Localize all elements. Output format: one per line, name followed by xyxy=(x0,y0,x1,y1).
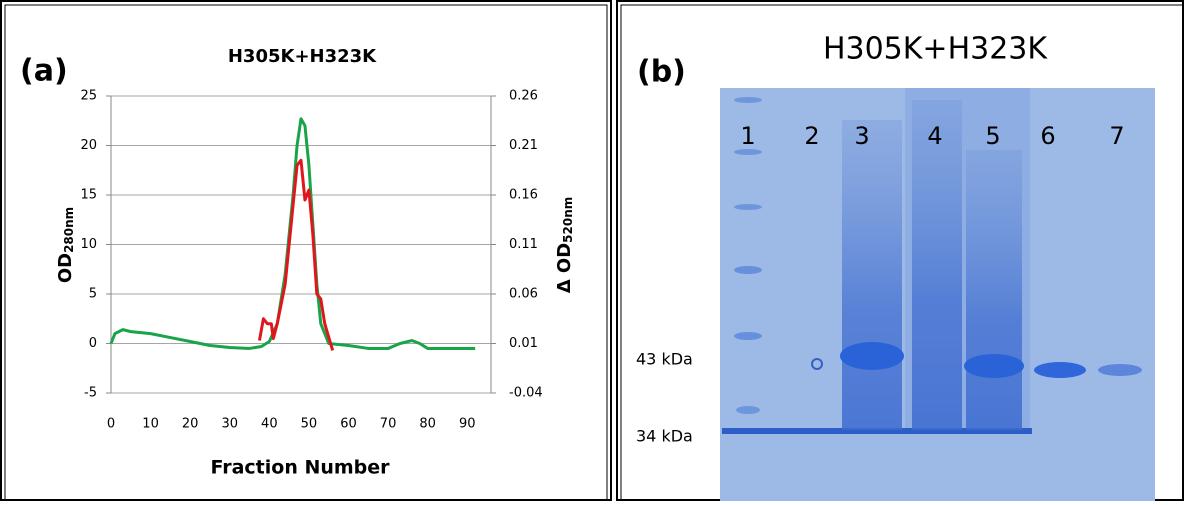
y-axis-label-sub: 280nm xyxy=(62,207,76,253)
y-tick-label: -5 xyxy=(84,386,97,401)
y-tick-label: 5 xyxy=(89,287,97,302)
x-tick-label: 50 xyxy=(301,417,318,432)
band xyxy=(734,204,762,210)
y-axis-label-main: OD xyxy=(55,253,76,283)
marker-label: 43 kDa xyxy=(636,350,693,369)
y-axis-label: OD280nm xyxy=(55,207,76,283)
y2-tick-label: 0.11 xyxy=(509,237,538,252)
lane-label: 5 xyxy=(985,122,1000,150)
x-tick-label: 60 xyxy=(340,417,357,432)
band xyxy=(734,97,762,103)
x-tick-label: 70 xyxy=(380,417,397,432)
x-tick-label: 30 xyxy=(221,417,238,432)
lane-label: 7 xyxy=(1109,122,1124,150)
x-tick-label: 20 xyxy=(182,417,199,432)
y-tick-label: 10 xyxy=(80,237,97,252)
panel-label: (a) xyxy=(20,54,68,89)
band xyxy=(734,266,762,274)
band xyxy=(736,406,760,414)
x-axis-label: Fraction Number xyxy=(210,457,390,479)
lane-label: 4 xyxy=(927,122,942,150)
y2-tick-label: -0.04 xyxy=(509,386,543,401)
y2-tick-label: 0.21 xyxy=(509,138,538,153)
lane-label: 3 xyxy=(854,122,869,150)
figure: (a) H305K+H323K Fraction Number OD280nm … xyxy=(0,0,1184,501)
lane-label: 2 xyxy=(804,122,819,150)
y2-axis-label-main: Δ OD xyxy=(554,243,575,293)
band xyxy=(734,332,762,340)
gel-title: H305K+H323K xyxy=(823,32,1048,67)
lane-label: 6 xyxy=(1040,122,1055,150)
band xyxy=(1098,364,1142,376)
data-line xyxy=(111,119,475,349)
y2-axis-label: Δ OD520nm xyxy=(554,197,575,294)
marker-label: 34 kDa xyxy=(636,427,693,446)
x-tick-label: 40 xyxy=(261,417,278,432)
band xyxy=(964,354,1024,378)
lane-label: 1 xyxy=(740,122,755,150)
lane-smear xyxy=(966,150,1022,430)
panel-label: (b) xyxy=(637,55,686,90)
x-tick-label: 80 xyxy=(419,417,436,432)
x-tick-label: 90 xyxy=(459,417,476,432)
band xyxy=(840,342,904,370)
lane-smear xyxy=(842,120,902,430)
y2-tick-label: 0.26 xyxy=(509,89,538,104)
chart-title: H305K+H323K xyxy=(228,46,377,67)
x-tick-label: 10 xyxy=(142,417,159,432)
y2-tick-label: 0.16 xyxy=(509,188,538,203)
y-tick-label: 0 xyxy=(89,336,97,351)
x-tick-label: 0 xyxy=(107,417,115,432)
y2-tick-label: 0.06 xyxy=(509,287,538,302)
y-tick-label: 20 xyxy=(80,138,97,153)
y-tick-label: 25 xyxy=(80,89,97,104)
y-tick-label: 15 xyxy=(80,188,97,203)
band xyxy=(1034,362,1086,378)
y2-axis-label-sub: 520nm xyxy=(561,197,575,243)
page: (a) H305K+H323K Fraction Number OD280nm … xyxy=(0,0,1184,501)
y2-tick-label: 0.01 xyxy=(509,336,538,351)
